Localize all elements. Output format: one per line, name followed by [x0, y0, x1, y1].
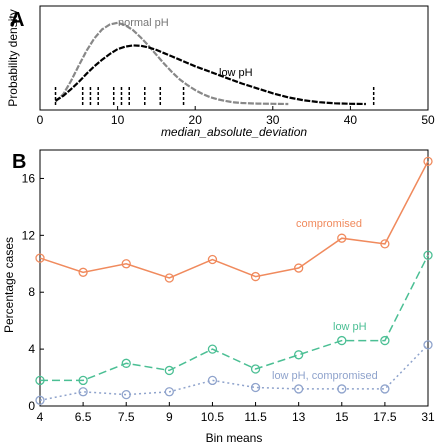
low-ph-point	[294, 350, 304, 360]
low-ph-compromised-point	[294, 384, 304, 394]
panel-a-series	[54, 21, 366, 106]
compromised-point	[121, 259, 131, 269]
panel-b-x-tick-label: 10.5	[201, 410, 225, 424]
low-ph-compromised-point	[164, 387, 174, 397]
low-ph-compromised-point	[35, 395, 45, 405]
low-ph-label: low pH	[219, 67, 253, 79]
panel-b-axes-frame	[39, 149, 429, 407]
low-ph-point	[164, 365, 174, 376]
low-ph-point	[121, 358, 131, 368]
normal-ph-label: normal pH	[118, 17, 169, 29]
panel-b-y-tick-label: 8	[28, 285, 35, 299]
compromised-point	[380, 239, 390, 249]
panel-b-letter: B	[12, 151, 26, 173]
compromised-point	[423, 156, 433, 167]
panel-a-x-tick-label: 40	[344, 113, 358, 127]
panel-a-letter: A	[10, 9, 24, 31]
normal-ph-curve	[54, 21, 289, 106]
panel-a-axes-frame	[39, 5, 429, 111]
panel-a: A 0 10 20 30 40 50 normal pH low pH Probabili…	[6, 5, 435, 139]
low-ph-compromised-point	[337, 384, 347, 394]
panel-b-x-tick-label: 13	[292, 410, 306, 424]
low-ph-compromised-point	[250, 382, 261, 393]
panel-b-x-tick-label: 4	[37, 410, 44, 424]
low-ph-point	[337, 335, 347, 346]
panel-b-y-tick-label: 4	[28, 342, 35, 356]
compromised-point	[337, 233, 347, 243]
panel-b-x-tick-label: 11.5	[244, 410, 267, 424]
panel-b-x-tick-label: 9	[166, 410, 173, 424]
low-ph-compromised-point	[207, 375, 218, 386]
compromised-point	[164, 273, 174, 283]
low-ph-point	[78, 375, 88, 386]
low-ph-compromised-point	[423, 340, 433, 350]
panel-a-x-tick-label: 0	[37, 113, 44, 127]
panel-a-x-axis-title: median_absolute_deviation	[161, 125, 307, 139]
panel-b-x-axis-title: Bin means	[206, 431, 263, 445]
panel-b-x-tick-label: 17.5	[373, 410, 397, 424]
low-ph-series-label: low pH	[333, 321, 367, 333]
panel-a-x-tick-label: 10	[111, 113, 125, 127]
low-ph-compromised-point	[380, 384, 390, 394]
compromised-label: compromised	[296, 218, 362, 230]
panel-b-x-tick-label: 31	[421, 410, 435, 424]
compromised-point	[250, 271, 261, 282]
panel-b-y-tick-label: 12	[22, 228, 36, 242]
panel-b-y-tick-label: 0	[28, 399, 35, 413]
compromised-point	[294, 263, 304, 273]
compromised-point	[35, 253, 45, 263]
compromised-point	[78, 267, 88, 277]
panel-b-y-tick-label: 16	[22, 171, 36, 185]
panel-b-y-axis-title: Percentage cases	[2, 237, 16, 333]
low-ph-point	[380, 335, 390, 346]
low-ph-compromised-line	[39, 344, 429, 402]
panel-b-x-tick-label: 15	[335, 410, 349, 424]
panel-a-x-tick-label: 30	[266, 113, 280, 127]
low-ph-point	[35, 375, 45, 386]
panel-a-x-ticks: 0 10 20 30 40 50	[37, 106, 435, 127]
compromised-line	[39, 161, 429, 279]
low-ph-line	[40, 254, 429, 382]
compromised-point	[207, 254, 218, 265]
panel-a-plot: 0 10 20 30 40 50 normal pH low pH	[37, 5, 435, 127]
panel-a-x-tick-label: 50	[421, 113, 435, 127]
low-ph-point	[423, 250, 433, 260]
low-ph-compromised-point	[121, 389, 131, 400]
panel-b-series	[35, 156, 433, 405]
panel-a-x-tick-label: 20	[189, 113, 203, 127]
low-ph-curve	[54, 44, 366, 106]
panel-a-y-axis-title: Probability density	[6, 9, 20, 106]
panel-a-rug	[54, 87, 375, 106]
low-ph-compromised-point	[78, 387, 88, 397]
low-ph-point	[250, 364, 261, 374]
panel-b-x-tick-label: 7.5	[118, 410, 135, 424]
panel-b-x-tick-label: 6.5	[75, 410, 92, 424]
low-ph-compromised-label: low pH, compromised	[272, 370, 378, 382]
low-ph-point	[207, 344, 218, 354]
